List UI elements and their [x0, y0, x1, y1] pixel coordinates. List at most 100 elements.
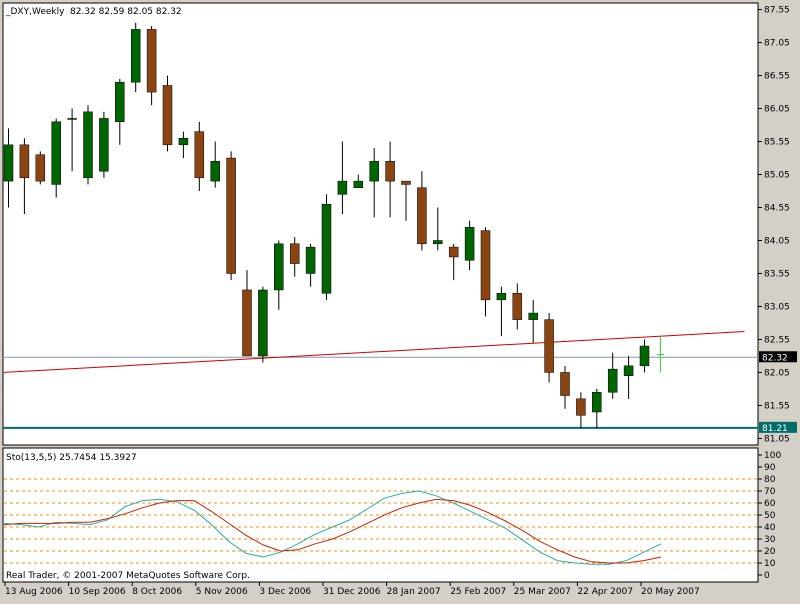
- time-tick-label: 13 Aug 2006: [5, 587, 63, 597]
- candle-body: [639, 345, 650, 367]
- candle: [385, 141, 395, 218]
- candle: [417, 171, 427, 251]
- candle-body: [480, 230, 491, 301]
- time-tick-label: 31 Dec 2006: [323, 587, 381, 597]
- candle: [576, 392, 586, 429]
- candle: [242, 270, 252, 357]
- stochastic-signal-line: [3, 498, 662, 564]
- price-tick-label: 82.05: [764, 368, 790, 378]
- price-tick-label: 82.55: [764, 335, 790, 345]
- stochastic-tick-label: 20: [764, 547, 776, 557]
- last-price-label: 82.32: [762, 353, 788, 363]
- price-tick-label: 84.05: [764, 236, 790, 246]
- copyright-footer: Real Trader, © 2001-2007 MetaQuotes Soft…: [6, 571, 250, 581]
- candle-body: [146, 29, 157, 93]
- time-tick-label: 8 Oct 2006: [132, 587, 182, 597]
- candle: [353, 174, 364, 188]
- time-tick-label: 28 Jan 2007: [387, 587, 441, 597]
- stochastic-tick-label: 50: [764, 511, 776, 521]
- candle: [480, 227, 491, 317]
- candle-body: [35, 154, 46, 182]
- support-price-tag: [759, 421, 797, 433]
- candle: [401, 180, 411, 221]
- price-overlay-lines: 82.32 81.21: [3, 331, 797, 434]
- stochastic-main-line: [3, 490, 662, 565]
- candle-body: [401, 180, 411, 185]
- candle-body: [67, 118, 77, 120]
- stochastic-panel: [2, 447, 759, 583]
- candle: [178, 131, 189, 159]
- support-price-label: 81.21: [762, 424, 788, 434]
- stochastic-tick-label: 90: [764, 463, 776, 473]
- time-axis: 13 Aug 2006 10 Sep 2006 8 Oct 2006 5 Nov 20…: [4, 582, 700, 597]
- candle-body: [353, 180, 364, 188]
- candle: [115, 78, 125, 145]
- candle-body: [162, 85, 173, 146]
- candle-body: [305, 246, 316, 274]
- candle: [528, 299, 538, 343]
- stochastic-title: Sto(13,5,5) 25.7454 15.3927: [6, 453, 137, 463]
- candle: [258, 286, 268, 363]
- time-tick-label: 25 Feb 2007: [450, 587, 506, 597]
- time-tick-label: 3 Dec 2006: [259, 587, 311, 597]
- candle-body: [194, 131, 205, 179]
- candle-body: [321, 203, 332, 294]
- candle: [639, 339, 650, 373]
- price-chart-title: _DXY,Weekly: [5, 7, 65, 17]
- candle: [607, 352, 618, 399]
- stochastic-tick-label: 40: [764, 523, 776, 533]
- time-tick-label: 5 Nov 2006: [196, 587, 248, 597]
- time-tick-label: 20 May 2007: [641, 587, 700, 597]
- time-tick-label: 10 Sep 2006: [69, 587, 126, 597]
- candle-body: [576, 398, 586, 416]
- stochastic-tick-label: 0: [764, 571, 770, 581]
- candle-body: [544, 319, 554, 373]
- candle: [51, 118, 61, 198]
- candle-body: [210, 161, 220, 182]
- candle: [83, 105, 93, 185]
- stochastic-tick-label: 60: [764, 499, 776, 509]
- candle: [560, 365, 570, 409]
- price-panel: [2, 2, 759, 446]
- candle-body: [130, 29, 141, 83]
- candlestick-series: [3, 22, 664, 429]
- candle: [656, 336, 664, 373]
- price-tick-label: 81.05: [764, 434, 790, 444]
- candle: [289, 237, 300, 277]
- candle: [210, 141, 220, 188]
- candle: [623, 355, 634, 399]
- candle: [321, 194, 332, 300]
- candle-body: [592, 391, 602, 413]
- candle: [433, 207, 443, 251]
- candle: [305, 243, 316, 287]
- ohlc-readout: 82.32 82.59 82.05 82.32: [70, 7, 182, 17]
- candle-body: [178, 137, 189, 146]
- stochastic-tick-label: 10: [764, 559, 776, 569]
- last-price-tag: [759, 351, 797, 363]
- candle: [130, 22, 141, 93]
- candle: [3, 128, 14, 208]
- price-tick-label: 86.05: [764, 105, 790, 115]
- price-tick-label: 87.05: [764, 39, 790, 49]
- candle: [226, 151, 236, 281]
- price-axis-ticks: 87.55 87.05 86.55 86.05 85.55 85.05 84.55 84.05…: [758, 6, 790, 444]
- candle-body: [607, 368, 618, 393]
- stochastic-tick-label: 70: [764, 487, 776, 497]
- candle-body: [289, 243, 300, 264]
- price-tick-label: 85.05: [764, 171, 790, 181]
- stochastic-tick-label: 100: [764, 451, 781, 461]
- candle: [448, 243, 459, 281]
- candle-body: [448, 246, 459, 258]
- price-tick-label: 86.55: [764, 72, 790, 82]
- candle-body: [258, 289, 268, 357]
- candle: [274, 240, 284, 310]
- candle: [592, 388, 602, 429]
- candle-body: [3, 144, 14, 182]
- candle: [337, 141, 348, 215]
- candle-body: [19, 144, 30, 179]
- candle-body: [385, 161, 395, 182]
- candle-body: [337, 180, 348, 195]
- price-tick-label: 85.55: [764, 138, 790, 148]
